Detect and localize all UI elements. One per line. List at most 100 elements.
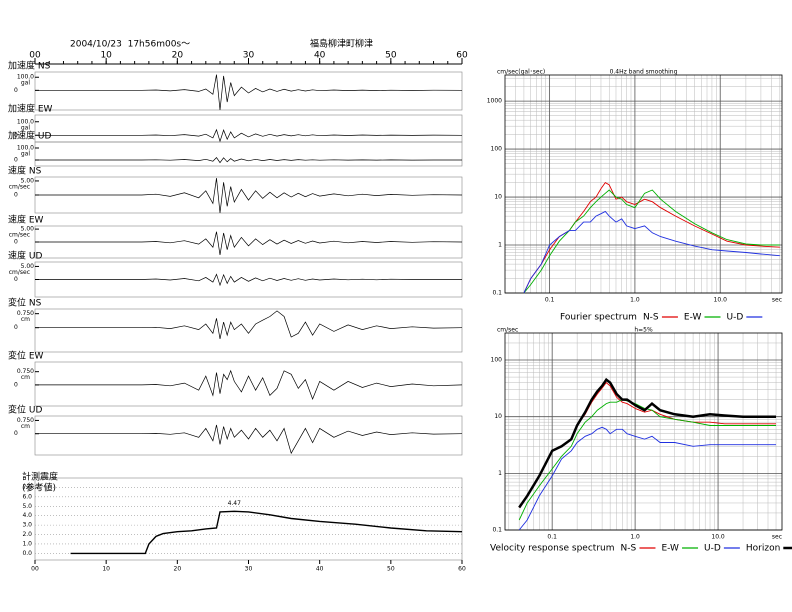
panel-title: 加速度 UD	[8, 130, 51, 142]
y-tick-label: 0	[14, 132, 18, 139]
y-tick-label: 5.00	[21, 226, 35, 233]
x-axis-label: sec	[772, 534, 782, 541]
spectrum-line	[523, 210, 780, 294]
y-axis-label: cm/sec	[497, 327, 518, 334]
y-tick-label: 0.750	[17, 310, 34, 317]
waveform-trace	[35, 178, 463, 214]
panel-subtitle: (参考値)	[22, 482, 56, 494]
panel-frame	[34, 415, 463, 456]
intensity-line	[70, 510, 463, 555]
y-tick-label: 5.0	[22, 503, 32, 510]
x-tick-label: 60	[456, 51, 468, 61]
y-tick-label: 0	[14, 239, 18, 246]
spectrum-line	[518, 377, 776, 509]
x-tick-label: 20	[172, 51, 184, 61]
panel-title: 変位 EW	[8, 350, 44, 362]
y-tick-label: 6.0	[22, 493, 32, 500]
y-tick-label: 1	[498, 242, 502, 249]
waveform-trace	[35, 128, 463, 143]
y-tick-label: 0	[14, 157, 18, 164]
x-tick-label: 0.1	[545, 297, 555, 304]
y-tick-label: 100.0	[17, 118, 34, 125]
waveform-trace	[35, 74, 463, 111]
legend-label: U-D	[727, 313, 744, 323]
x-tick-label: 1.0	[630, 297, 640, 304]
panel-frame	[34, 71, 463, 111]
waveform-trace	[35, 424, 463, 455]
y-tick-label: 4.0	[22, 512, 32, 519]
waveform-trace	[35, 157, 462, 164]
y-unit: cm	[21, 316, 30, 323]
x-tick-label: 40	[314, 51, 326, 61]
legend-label: N-S	[621, 544, 637, 554]
y-unit: gal	[21, 151, 30, 158]
x-tick-label: 30	[245, 566, 253, 573]
y-tick-label: 1000	[487, 98, 502, 105]
y-tick-label: 0.1	[492, 527, 502, 534]
y-tick-label: 0.750	[17, 368, 34, 375]
panel-frame	[504, 332, 783, 531]
waveform-trace	[35, 273, 462, 287]
y-unit: cm/sec	[9, 232, 30, 239]
y-unit: cm	[21, 374, 30, 381]
x-tick-label: 10	[100, 51, 112, 61]
peak-label: 4.47	[228, 500, 242, 507]
legend-label: E-W	[684, 313, 702, 323]
waveform-trace	[35, 310, 463, 339]
y-tick-label: 100	[491, 357, 503, 364]
y-tick-label: 10	[494, 194, 502, 201]
y-tick-label: 100.0	[17, 145, 34, 152]
x-tick-label: 30	[243, 51, 255, 61]
panel-title: 速度 UD	[8, 250, 42, 262]
y-unit: cm	[21, 423, 30, 430]
x-tick-label: 10.0	[714, 297, 728, 304]
panel-title: 変位 UD	[8, 404, 42, 416]
y-tick-label: 0	[14, 87, 18, 94]
panel-title: 変位 NS	[8, 297, 42, 309]
y-tick-label: 0.750	[17, 417, 34, 424]
x-tick-label: 20	[174, 566, 182, 573]
waveform-trace	[35, 369, 463, 400]
x-tick-label: 50	[387, 566, 395, 573]
panel-frame	[34, 361, 463, 407]
y-unit: cm/sec	[9, 269, 30, 276]
spectrum-line	[518, 426, 776, 531]
y-tick-label: 10	[494, 413, 502, 420]
y-unit: cm/sec	[9, 183, 30, 190]
y-tick-label: 1.0	[22, 540, 32, 547]
y-tick-label: 0	[14, 276, 18, 283]
panel-frame	[34, 114, 463, 143]
y-tick-label: 2.0	[22, 531, 32, 538]
y-tick-label: 0	[14, 192, 18, 199]
y-unit: gal	[21, 124, 30, 131]
panel-title: 速度 NS	[8, 165, 42, 177]
panel-frame	[34, 141, 463, 167]
y-tick-label: 0	[14, 324, 18, 331]
y-tick-label: 0	[14, 430, 18, 437]
y-tick-label: 7.0	[22, 484, 32, 491]
y-axis-label: cm/sec(gal･sec)	[497, 69, 545, 76]
spectrum-line	[518, 399, 776, 521]
spectrum-line	[523, 189, 780, 294]
x-tick-label: 50	[385, 51, 397, 61]
panel-note: h=5%	[634, 327, 653, 334]
y-tick-label: 0.0	[22, 550, 32, 557]
legend-label: N-S	[643, 313, 659, 323]
panel-frame	[504, 74, 783, 294]
x-tick-label: 1.0	[630, 534, 640, 541]
y-tick-label: 0.1	[492, 290, 502, 297]
x-tick-label: 00	[29, 51, 41, 61]
x-tick-label: 00	[31, 566, 39, 573]
y-tick-label: 100	[491, 146, 503, 153]
x-axis-label: sec	[772, 297, 782, 304]
panel-frame	[34, 308, 463, 353]
y-tick-label: 100.0	[17, 74, 34, 81]
panel-frame	[34, 477, 463, 561]
panel-title: 加速度 NS	[8, 60, 51, 72]
waveform-trace	[35, 231, 463, 255]
y-tick-label: 5.00	[21, 177, 35, 184]
x-tick-label: 40	[316, 566, 324, 573]
panel-note: 0.4Hz band smoothing	[610, 69, 678, 76]
y-tick-label: 1	[498, 470, 502, 477]
panel-title: 速度 EW	[8, 214, 44, 226]
